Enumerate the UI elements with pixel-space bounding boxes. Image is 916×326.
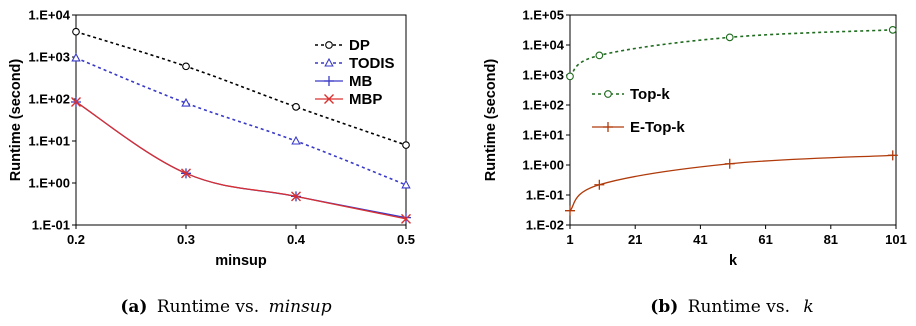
y-tick-label: 1.E+03 — [28, 50, 70, 65]
series-e-top-k — [565, 150, 898, 216]
caption-b-text: Runtime vs. — [688, 297, 790, 317]
x-axis-title: minsup — [215, 253, 267, 269]
x-tick-label: 0.5 — [397, 232, 415, 247]
series-todis — [71, 52, 411, 189]
caption-a: (a) Runtime vs. minsup — [120, 297, 331, 317]
y-tick-label: 1.E+03 — [522, 68, 564, 83]
data-point — [401, 213, 411, 224]
data-point — [595, 51, 604, 60]
plot-frame — [75, 14, 407, 226]
data-point — [292, 103, 300, 111]
legend-label: Top-k — [630, 86, 670, 103]
y-tick-label: 1.E+04 — [28, 8, 70, 23]
x-tick-label: 0.4 — [287, 232, 306, 247]
data-point — [594, 179, 605, 190]
legend: Top-k E-Top-k — [592, 86, 685, 136]
series-mbp — [71, 96, 411, 224]
legend-label: DP — [349, 37, 370, 54]
series-line — [75, 30, 407, 146]
legend-marker — [604, 90, 612, 98]
y-tick-label: 1.E+02 — [28, 92, 70, 107]
series-line — [75, 101, 407, 220]
legend-label: E-Top-k — [630, 119, 685, 136]
chart-a: 1.E-01 1.E+00 1.E+01 1.E+02 1.E+03 1.E+04 0.2 0… — [8, 8, 415, 270]
series-line — [75, 57, 407, 186]
data-point — [887, 150, 898, 161]
y-axis-title: Runtime (second) — [8, 59, 24, 182]
caption-b-label: (b) — [650, 297, 678, 317]
series-line — [569, 29, 893, 78]
y-tick-label: 1.E+02 — [522, 98, 564, 113]
data-point — [888, 25, 897, 34]
legend-marker — [324, 94, 334, 104]
data-point — [291, 191, 301, 202]
legend-label: MBP — [349, 91, 382, 108]
data-point — [71, 96, 81, 107]
legend-marker — [324, 76, 334, 86]
data-point — [402, 141, 410, 149]
legend-label: MB — [349, 73, 372, 90]
data-point — [181, 168, 191, 179]
y-tick-label: 1.E+01 — [522, 128, 564, 143]
y-tick-label: 1.E+01 — [28, 134, 70, 149]
series-top-k — [566, 25, 897, 81]
series-line — [75, 101, 407, 219]
caption-b: (b) Runtime vs. k — [650, 297, 813, 317]
y-axis-title: Runtime (second) — [483, 59, 499, 182]
x-tick-label: 41 — [693, 232, 707, 247]
y-tick-label: 1.E+00 — [522, 158, 564, 173]
series-dp — [72, 27, 410, 149]
x-axis-title: k — [729, 253, 738, 269]
data-point — [71, 52, 81, 62]
data-point — [181, 97, 191, 107]
plot-frame — [569, 14, 897, 226]
data-point — [72, 27, 80, 36]
chart-b: 1.E-02 1.E-01 1.E+00 1.E+01 1.E+02 1.E+03 1.E+… — [483, 8, 907, 270]
x-tick-label: 1 — [566, 232, 573, 247]
caption-a-var: minsup — [269, 297, 332, 317]
y-tick-label: 1.E+00 — [28, 176, 70, 191]
legend-marker — [603, 122, 613, 132]
data-point — [725, 33, 734, 42]
data-point — [401, 179, 411, 189]
caption-a-label: (a) — [120, 297, 147, 317]
legend-label: TODIS — [349, 55, 395, 72]
y-tick-label: 1.E-02 — [526, 218, 564, 233]
y-tick-label: 1.E+04 — [522, 38, 564, 53]
y-tick-label: 1.E-01 — [526, 188, 564, 203]
x-tick-label: 61 — [758, 232, 772, 247]
x-tick-label: 0.3 — [177, 232, 195, 247]
x-tick-label: 81 — [824, 232, 838, 247]
data-point — [566, 72, 574, 81]
data-point — [724, 158, 735, 169]
data-point — [291, 135, 301, 145]
caption-a-text: Runtime vs. — [157, 297, 259, 317]
series-mb — [71, 96, 411, 223]
caption-b-var: k — [803, 297, 813, 317]
x-tick-label: 101 — [885, 232, 907, 247]
series-line — [569, 154, 893, 212]
data-point — [565, 205, 575, 216]
x-tick-label: 0.2 — [67, 232, 85, 247]
data-point — [182, 62, 190, 71]
legend-marker — [324, 57, 334, 67]
y-tick-label: 1.E-01 — [32, 218, 70, 233]
x-tick-label: 21 — [628, 232, 642, 247]
y-tick-label: 1.E+05 — [522, 8, 564, 23]
legend-marker — [325, 41, 333, 49]
